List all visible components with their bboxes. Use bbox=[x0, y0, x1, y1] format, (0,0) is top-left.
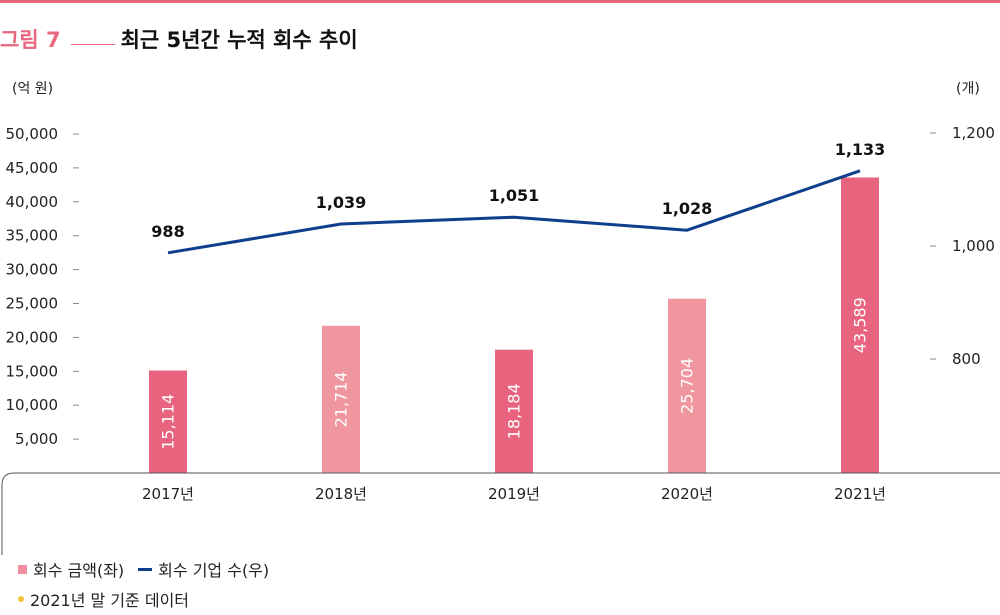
x-axis-category-label: 2017년 bbox=[142, 485, 194, 503]
figure-title: 최근 5년간 누적 회수 추이 bbox=[120, 28, 358, 52]
left-axis-unit: (억 원) bbox=[12, 81, 53, 97]
line-series-path bbox=[167, 169, 861, 255]
legend: 회수 금액(좌) 회수 기업 수(우) 2021년 말 기준 데이터 bbox=[18, 558, 269, 610]
top-accent-rule bbox=[0, 0, 1000, 3]
legend-bar-swatch bbox=[18, 564, 27, 574]
left-axis-tick-label: 20,000 bbox=[6, 328, 59, 346]
bar-series bbox=[149, 177, 879, 473]
bar-value-labels: 15,114 21,714 18,184 25,704 43,589 bbox=[159, 297, 870, 450]
left-axis-tick-label: 50,000 bbox=[6, 125, 59, 143]
figure-header: 그림 7 최근 5년간 누적 회수 추이 bbox=[0, 24, 358, 56]
legend-note: 2021년 말 기준 데이터 bbox=[30, 591, 190, 610]
right-axis-tick-label: 1,000 bbox=[952, 237, 995, 255]
bar bbox=[149, 370, 187, 473]
right-axis-unit: (개) bbox=[956, 81, 980, 97]
right-axis-tick-label: 1,200 bbox=[952, 124, 995, 142]
figure-label-underline bbox=[70, 44, 115, 45]
bar-value-label: 15,114 bbox=[159, 394, 178, 450]
line-value-label: 988 bbox=[151, 222, 184, 241]
legend-series-row: 회수 금액(좌) 회수 기업 수(우) bbox=[18, 558, 269, 580]
left-axis-tick-label: 15,000 bbox=[6, 362, 59, 380]
x-axis-category-label: 2021년 bbox=[834, 485, 886, 503]
left-axis-tick-label: 40,000 bbox=[6, 193, 59, 211]
legend-bar-label: 회수 금액(좌) bbox=[33, 561, 125, 580]
plot-frame bbox=[1, 472, 1000, 555]
figure-label: 그림 7 bbox=[0, 28, 61, 52]
bar bbox=[495, 349, 533, 473]
bar-value-label: 43,589 bbox=[851, 297, 870, 353]
left-axis-tick-label: 35,000 bbox=[6, 227, 59, 245]
bar bbox=[668, 298, 706, 473]
bar-value-label: 25,704 bbox=[678, 358, 697, 414]
x-axis-labels: 2017년 2018년 2019년 2020년 2021년 bbox=[142, 485, 886, 503]
x-axis-category-label: 2020년 bbox=[661, 485, 713, 503]
left-axis-tick-label: 45,000 bbox=[6, 159, 59, 177]
bar bbox=[841, 177, 879, 473]
chart-canvas: (억 원) (개) 5,000 10,000 15,000 20,000 25,000 3… bbox=[1, 81, 1000, 555]
line-value-label: 1,039 bbox=[316, 193, 367, 212]
bar-value-label: 18,184 bbox=[505, 383, 524, 439]
bar-value-label: 21,714 bbox=[332, 371, 351, 427]
left-axis-tick-label: 30,000 bbox=[6, 261, 59, 279]
x-axis-category-label: 2019년 bbox=[488, 485, 540, 503]
bar bbox=[322, 325, 360, 473]
note-dot-icon bbox=[18, 596, 24, 602]
x-axis-category-label: 2018년 bbox=[315, 485, 367, 503]
left-axis-tick-label: 5,000 bbox=[15, 430, 58, 448]
line-value-label: 1,028 bbox=[662, 199, 713, 218]
legend-note-row: 2021년 말 기준 데이터 bbox=[18, 588, 269, 610]
line-value-label: 1,133 bbox=[835, 140, 886, 159]
left-axis-tick-label: 25,000 bbox=[6, 295, 59, 313]
legend-line-label: 회수 기업 수(우) bbox=[158, 561, 270, 580]
legend-line-swatch bbox=[138, 567, 153, 571]
line-value-label: 1,051 bbox=[489, 186, 540, 205]
left-axis: 5,000 10,000 15,000 20,000 25,000 30,000 35,00… bbox=[6, 125, 79, 448]
right-axis: 800 1,000 1,200 bbox=[930, 124, 995, 368]
line-value-labels: 988 1,039 1,051 1,028 1,133 bbox=[151, 140, 885, 241]
left-axis-tick-label: 10,000 bbox=[6, 396, 59, 414]
right-axis-tick-label: 800 bbox=[952, 350, 981, 368]
